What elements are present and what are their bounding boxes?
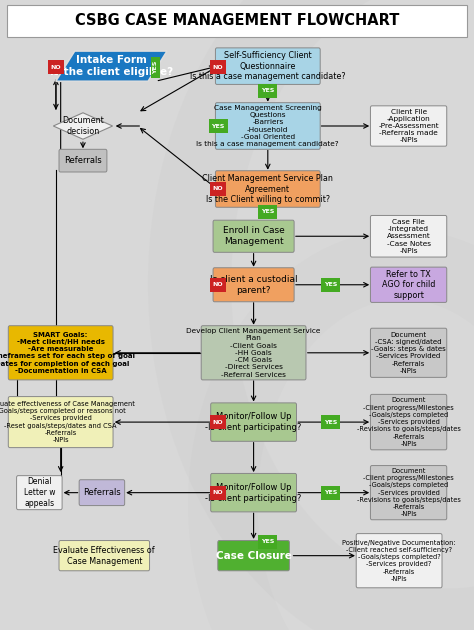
Text: YES: YES <box>153 60 158 74</box>
FancyBboxPatch shape <box>370 394 447 450</box>
Text: Positive/Negative Documentation:
-Client reached self-sufficiency?
-Goals/steps : Positive/Negative Documentation: -Client… <box>342 539 456 582</box>
FancyBboxPatch shape <box>215 48 320 84</box>
Text: YES: YES <box>261 209 274 214</box>
FancyBboxPatch shape <box>209 119 228 133</box>
FancyBboxPatch shape <box>370 466 447 520</box>
FancyBboxPatch shape <box>7 5 467 37</box>
Text: Document
-Client progress/Milestones
-Goals/steps completed
-Services provided
-: Document -Client progress/Milestones -Go… <box>356 398 461 447</box>
FancyBboxPatch shape <box>151 57 160 78</box>
FancyBboxPatch shape <box>9 397 113 447</box>
FancyBboxPatch shape <box>201 326 306 380</box>
FancyBboxPatch shape <box>59 541 149 571</box>
Text: Is client a custodial
parent?: Is client a custodial parent? <box>210 275 297 295</box>
Text: Monitor/Follow Up
-Is client participating?: Monitor/Follow Up -Is client participati… <box>205 483 302 503</box>
FancyBboxPatch shape <box>210 182 226 196</box>
FancyBboxPatch shape <box>210 474 296 512</box>
Text: Enroll in Case
Management: Enroll in Case Management <box>223 226 284 246</box>
Text: Denial
Letter w
appeals: Denial Letter w appeals <box>24 478 55 508</box>
Text: Self-Sufficiency Client
Questionnaire
Is this a case management candidate?: Self-Sufficiency Client Questionnaire Is… <box>190 51 346 81</box>
Text: Monitor/Follow Up
-Is client participating?: Monitor/Follow Up -Is client participati… <box>205 412 302 432</box>
Text: Case Management Screening
Questions
-Barriers
-Household
-Goal Oriented
Is this : Case Management Screening Questions -Bar… <box>197 105 339 147</box>
Text: YES: YES <box>261 88 274 93</box>
FancyBboxPatch shape <box>258 205 277 219</box>
FancyBboxPatch shape <box>321 486 340 500</box>
Text: Case File
-Integrated
Assessment
-Case Notes
-NPIs: Case File -Integrated Assessment -Case N… <box>387 219 430 254</box>
Text: Document
-CSA: signed/dated
-Goals: steps & dates
-Services Provided
-Referrals
: Document -CSA: signed/dated -Goals: step… <box>371 331 446 374</box>
FancyBboxPatch shape <box>258 535 277 549</box>
Text: YES: YES <box>324 282 337 287</box>
Text: Client File
-Application
-Pre-Assessment
-Referrals made
-NPIs: Client File -Application -Pre-Assessment… <box>378 108 439 144</box>
FancyBboxPatch shape <box>370 106 447 146</box>
Text: Evaluate Effectiveness of
Case Management: Evaluate Effectiveness of Case Managemen… <box>54 546 155 566</box>
FancyBboxPatch shape <box>321 278 340 292</box>
FancyBboxPatch shape <box>258 84 277 98</box>
Text: NO: NO <box>51 65 61 70</box>
FancyBboxPatch shape <box>210 278 226 292</box>
Text: YES: YES <box>324 420 337 425</box>
FancyBboxPatch shape <box>218 541 289 571</box>
Text: Client Management Service Plan
Agreement
Is the Client willing to commit?: Client Management Service Plan Agreement… <box>202 174 333 204</box>
FancyBboxPatch shape <box>79 480 125 505</box>
FancyBboxPatch shape <box>210 60 226 74</box>
FancyBboxPatch shape <box>210 403 296 441</box>
Text: Develop Client Management Service
Plan
-Client Goals
-HH Goals
-CM Goals
-Direct: Develop Client Management Service Plan -… <box>186 328 321 377</box>
Text: Case Closure: Case Closure <box>216 551 292 561</box>
FancyBboxPatch shape <box>370 215 447 257</box>
Text: NO: NO <box>213 282 223 287</box>
FancyBboxPatch shape <box>17 476 62 510</box>
Polygon shape <box>55 51 167 81</box>
Text: Document
decision: Document decision <box>62 117 104 135</box>
FancyBboxPatch shape <box>370 328 447 377</box>
Text: SMART Goals:
-Meet client/HH needs
-Are measurable
-Timeframes set for each step: SMART Goals: -Meet client/HH needs -Are … <box>0 331 135 374</box>
Text: YES: YES <box>211 123 225 129</box>
Polygon shape <box>53 113 112 139</box>
Text: Referrals: Referrals <box>83 488 121 497</box>
FancyBboxPatch shape <box>213 220 294 252</box>
Text: Referrals: Referrals <box>64 156 102 165</box>
Text: YES: YES <box>324 490 337 495</box>
FancyBboxPatch shape <box>210 486 226 500</box>
FancyBboxPatch shape <box>48 60 64 74</box>
FancyBboxPatch shape <box>210 415 226 429</box>
Text: Intake Form
Is the client eligible?: Intake Form Is the client eligible? <box>50 55 173 77</box>
Text: NO: NO <box>213 186 223 192</box>
Text: Document
-Client progress/Milestones
-Goals/steps completed
-Services provided
-: Document -Client progress/Milestones -Go… <box>356 468 461 517</box>
FancyBboxPatch shape <box>321 415 340 429</box>
Text: CSBG CASE MANAGEMENT FLOWCHART: CSBG CASE MANAGEMENT FLOWCHART <box>75 13 399 28</box>
Text: YES: YES <box>261 539 274 544</box>
FancyBboxPatch shape <box>356 534 442 588</box>
FancyBboxPatch shape <box>370 267 447 302</box>
FancyBboxPatch shape <box>9 326 113 380</box>
Text: NO: NO <box>213 490 223 495</box>
Text: NO: NO <box>213 420 223 425</box>
Text: Refer to TX
AGO for child
support: Refer to TX AGO for child support <box>382 270 435 300</box>
FancyBboxPatch shape <box>215 103 320 149</box>
Text: Evaluate effectiveness of Case Management
-Goals/steps completed or reasons not
: Evaluate effectiveness of Case Managemen… <box>0 401 135 444</box>
FancyBboxPatch shape <box>59 149 107 172</box>
Text: NO: NO <box>213 65 223 70</box>
FancyBboxPatch shape <box>213 268 294 302</box>
FancyBboxPatch shape <box>215 171 320 207</box>
